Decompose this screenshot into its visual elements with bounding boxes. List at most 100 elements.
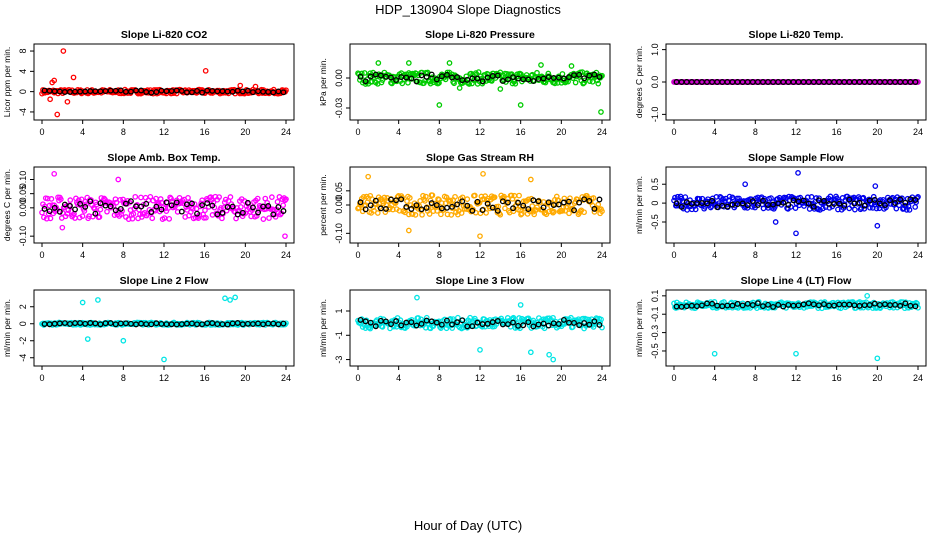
outlier-point: [202, 67, 209, 74]
average-point: [459, 317, 466, 324]
y-tick-label: 1.0: [650, 43, 660, 56]
data-point: [415, 315, 422, 321]
data-point: [381, 194, 388, 201]
average-point: [596, 321, 603, 328]
average-point: [739, 200, 746, 207]
outlier-point: [227, 297, 233, 303]
average-point: [831, 302, 838, 309]
data-point: [480, 79, 487, 85]
average-point: [525, 76, 532, 83]
data-point: [599, 208, 605, 215]
average-point: [760, 197, 766, 204]
average-point: [77, 200, 84, 207]
data-point: [113, 199, 120, 206]
average-point: [250, 89, 256, 96]
data-point: [906, 207, 913, 213]
average-point: [678, 203, 685, 210]
outlier-point: [874, 355, 881, 362]
outlier-point: [538, 62, 544, 68]
x-tick-label: 12: [791, 250, 801, 260]
average-point: [775, 301, 782, 308]
average-point: [744, 300, 751, 307]
average-point: [117, 205, 124, 212]
data-point: [590, 195, 597, 201]
x-tick-label: 8: [437, 250, 442, 260]
average-point: [97, 321, 104, 328]
outlier-point: [70, 74, 77, 81]
y-tick-label: -2: [18, 337, 28, 345]
outlier-point: [232, 294, 239, 301]
data-point: [412, 212, 419, 218]
data-point: [355, 205, 361, 212]
y-tick-label: 0.05: [334, 182, 344, 200]
data-point: [471, 192, 478, 199]
x-tick-label: 12: [159, 373, 169, 383]
y-tick-label: -1.0: [650, 107, 660, 123]
data-point: [861, 205, 868, 212]
average-point: [494, 207, 501, 214]
data-point: [117, 197, 124, 203]
data-point: [280, 202, 287, 209]
average-point: [418, 206, 425, 213]
panel-title: Slope Sample Flow: [748, 152, 845, 164]
x-tick-label: 16: [200, 127, 210, 137]
data-point: [568, 314, 574, 321]
average-point: [423, 73, 430, 80]
average-point: [912, 303, 919, 310]
average-point: [367, 202, 374, 209]
data-point: [203, 214, 209, 221]
average-point: [270, 211, 277, 218]
x-tick-label: 16: [200, 250, 210, 260]
y-tick-label: 1: [334, 308, 344, 313]
data-point: [76, 214, 83, 221]
x-tick-label: 16: [200, 373, 210, 383]
average-point: [861, 202, 868, 209]
data-point: [376, 204, 383, 211]
average-point: [525, 319, 532, 326]
data-point: [551, 208, 557, 215]
average-point: [438, 321, 445, 328]
outlier-point: [456, 85, 463, 91]
average-point: [571, 319, 577, 326]
average-point: [408, 75, 415, 82]
average-point: [535, 198, 542, 205]
data-point: [57, 196, 64, 203]
y-tick-label: -3: [334, 356, 344, 364]
y-tick-label: -0.3: [650, 325, 660, 341]
average-point: [433, 76, 440, 83]
data-point: [358, 70, 365, 77]
data-point: [218, 205, 224, 211]
panel-6: Slope Sample Flow ml/min per min. 0 4 8 12 16 2…: [634, 152, 927, 260]
y-tick-label: 0.00: [334, 196, 344, 214]
x-tick-label: 4: [712, 127, 717, 137]
y-tick-label: -0.03: [334, 98, 344, 119]
data-point: [783, 194, 789, 201]
average-point: [734, 300, 741, 307]
data-point: [392, 200, 399, 206]
average-point: [800, 197, 807, 204]
average-point: [474, 75, 481, 82]
average-point: [484, 320, 491, 327]
average-point: [729, 302, 736, 309]
average-point: [393, 77, 400, 83]
outlier-point: [527, 176, 534, 183]
average-point: [892, 200, 899, 206]
x-tick-label: 8: [753, 127, 758, 137]
average-point: [377, 72, 384, 79]
x-tick-label: 8: [121, 373, 126, 383]
average-point: [97, 200, 104, 207]
data-point: [408, 316, 415, 323]
average-point: [418, 72, 425, 79]
data-point: [254, 195, 261, 202]
data-point: [130, 211, 137, 217]
average-point: [219, 209, 226, 216]
average-point: [107, 320, 114, 327]
average-point: [805, 300, 812, 307]
data-point: [79, 213, 86, 220]
y-axis-label: ml/min per min.: [634, 299, 644, 357]
average-point: [581, 320, 588, 326]
outlier-point: [282, 233, 288, 240]
data-point: [447, 197, 454, 204]
average-point: [367, 319, 374, 326]
